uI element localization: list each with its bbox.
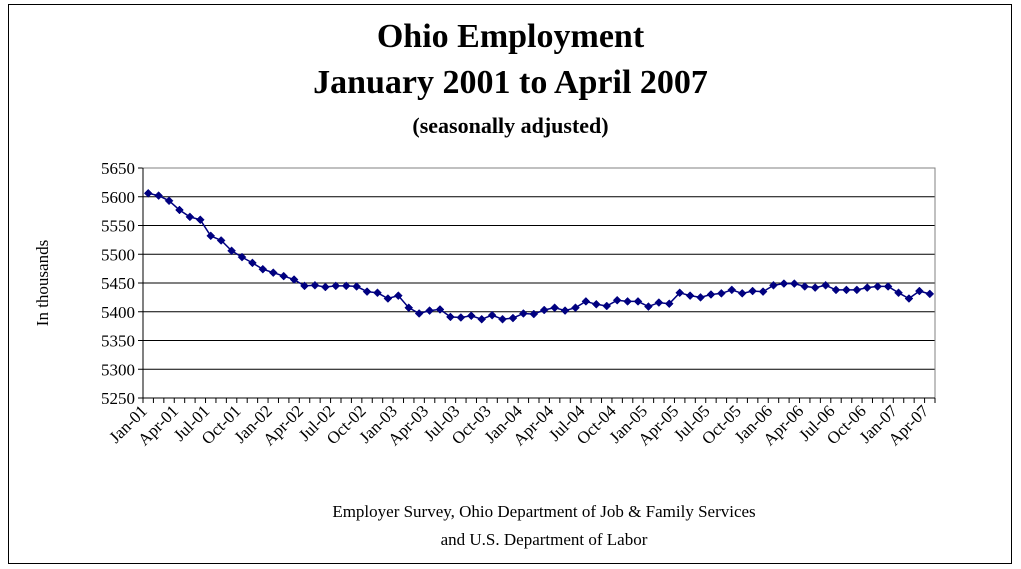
data-point	[904, 294, 914, 303]
data-point	[508, 313, 518, 323]
data-point	[602, 301, 612, 311]
y-tick-label: 5550	[101, 217, 135, 236]
data-point	[164, 196, 174, 206]
data-point	[154, 191, 163, 200]
y-tick-label: 5500	[101, 245, 135, 264]
line-chart: 5250 5300 5350 5400 5450 5500 5550 5600 5650 In t…	[33, 159, 936, 449]
data-point	[696, 293, 705, 302]
data-point	[717, 288, 726, 298]
y-tick-label: 5350	[101, 332, 135, 351]
data-point	[842, 285, 851, 295]
data-point	[560, 306, 570, 315]
data-point	[581, 297, 591, 306]
data-point	[769, 280, 778, 290]
data-point	[539, 305, 549, 315]
data-point	[925, 289, 935, 299]
source-line-1: Employer Survey, Ohio Department of Job …	[332, 502, 756, 521]
chart-frame	[8, 4, 1012, 564]
data-point	[831, 285, 841, 295]
data-point	[633, 297, 643, 306]
data-point	[383, 294, 393, 303]
y-tick-label: 5650	[101, 159, 135, 178]
y-axis-label: In thousands	[33, 240, 52, 326]
data-point	[519, 309, 528, 318]
data-point	[195, 215, 205, 225]
data-point	[894, 288, 903, 298]
y-tick-label: 5300	[101, 360, 135, 379]
data-point	[289, 275, 299, 284]
data-point	[727, 285, 737, 295]
chart-subtitle: January 2001 to April 2007	[313, 64, 708, 101]
data-point	[321, 282, 330, 292]
data-point	[591, 299, 601, 309]
data-point	[331, 281, 341, 291]
data-point	[341, 281, 351, 291]
data-point	[810, 283, 820, 292]
source-line-2: and U.S. Department of Labor	[440, 530, 648, 549]
data-point	[800, 282, 810, 291]
data-point	[779, 279, 789, 288]
data-point	[216, 236, 226, 245]
data-point	[362, 287, 372, 296]
data-point	[310, 280, 320, 290]
chart-subtitle-note: (seasonally adjusted)	[412, 113, 609, 138]
data-point	[185, 212, 195, 222]
series-line	[148, 192, 930, 320]
data-point	[237, 252, 247, 262]
y-tick-label: 5250	[101, 389, 135, 408]
data-point	[644, 302, 653, 311]
data-point	[623, 297, 632, 306]
chart-title: Ohio Employment	[376, 18, 645, 55]
data-point	[175, 205, 184, 215]
data-point	[456, 313, 466, 322]
data-point	[852, 285, 862, 295]
data-point	[873, 282, 883, 291]
data-point	[248, 258, 257, 268]
data-point	[685, 291, 695, 301]
data-point	[143, 188, 153, 198]
data-point	[498, 314, 507, 324]
y-tick-label: 5450	[101, 274, 135, 293]
data-point	[414, 309, 424, 318]
data-point	[279, 271, 289, 281]
data-point	[529, 309, 539, 319]
data-point	[664, 299, 674, 309]
data-point	[446, 312, 455, 322]
data-point	[706, 290, 716, 299]
data-point	[258, 264, 268, 274]
data-point	[477, 314, 487, 324]
data-point	[789, 279, 799, 288]
data-point	[862, 283, 872, 292]
data-point	[435, 305, 445, 314]
data-point	[466, 311, 476, 321]
y-tick-label: 5400	[101, 303, 135, 322]
data-point	[758, 287, 768, 296]
data-point	[393, 291, 403, 301]
data-point	[268, 268, 278, 278]
data-point	[227, 246, 236, 256]
data-point	[373, 288, 382, 298]
data-point	[487, 310, 497, 320]
data-point	[821, 280, 830, 290]
data-point	[352, 282, 361, 291]
data-point	[915, 286, 924, 296]
y-tick-label: 5600	[101, 188, 135, 207]
data-point	[206, 231, 216, 241]
data-point	[883, 282, 893, 291]
data-point	[425, 306, 434, 315]
data-point	[550, 303, 559, 313]
data-point	[571, 303, 580, 313]
data-point	[737, 288, 747, 298]
data-point	[675, 288, 685, 298]
data-point	[654, 298, 664, 307]
data-point	[748, 286, 757, 296]
data-point	[612, 295, 622, 305]
data-point	[300, 281, 309, 291]
data-point	[404, 303, 414, 313]
